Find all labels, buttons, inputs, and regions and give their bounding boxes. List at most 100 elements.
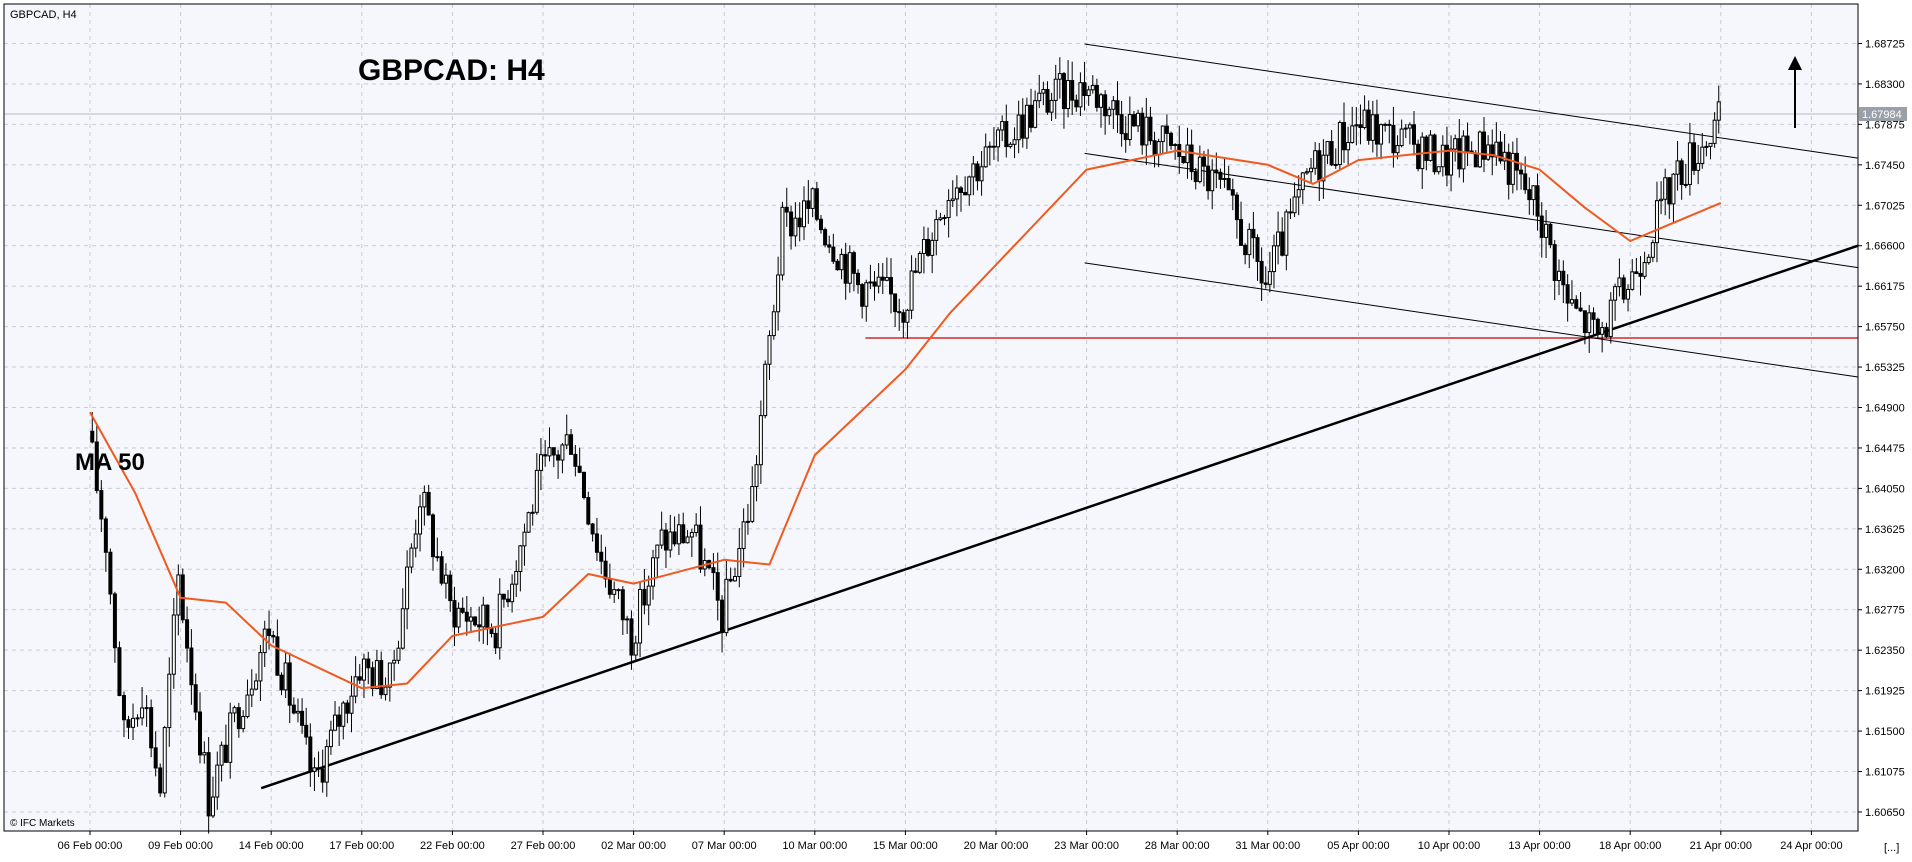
candle — [754, 455, 759, 502]
candle — [140, 687, 145, 726]
candle — [245, 679, 250, 719]
candle — [1148, 106, 1153, 145]
candle — [612, 581, 617, 603]
candle — [694, 513, 699, 537]
candle — [767, 330, 772, 380]
candle — [534, 453, 539, 515]
candle — [827, 235, 832, 254]
candle — [1519, 162, 1524, 190]
candle — [1033, 90, 1038, 129]
candle — [1066, 60, 1071, 118]
candle — [1078, 72, 1083, 117]
candle — [1181, 156, 1186, 164]
candle — [210, 776, 215, 819]
candle — [564, 414, 569, 450]
candle — [1267, 251, 1272, 293]
candle — [1243, 243, 1248, 265]
candle — [715, 552, 720, 621]
candle — [930, 232, 935, 274]
candle — [1621, 274, 1626, 304]
candle — [586, 491, 591, 526]
candle — [971, 155, 976, 196]
candle — [1700, 132, 1705, 169]
x-tick-label: 15 Mar 00:00 — [873, 840, 938, 852]
candle — [750, 466, 755, 524]
candle — [439, 551, 444, 586]
y-tick-label: 1.65750 — [1865, 322, 1905, 334]
candle — [108, 548, 113, 605]
candle — [776, 256, 781, 331]
plot-area[interactable] — [4, 4, 1858, 831]
candle — [1321, 139, 1326, 199]
trend-line — [260, 244, 1859, 790]
candle — [758, 400, 763, 484]
candle — [158, 763, 163, 797]
candle — [797, 202, 802, 242]
candle — [1000, 115, 1005, 142]
candle — [1449, 135, 1454, 192]
candle — [1679, 158, 1684, 200]
y-tick-label: 1.61075 — [1865, 767, 1905, 779]
candle — [689, 528, 694, 557]
candle — [872, 270, 877, 301]
x-tick-label: 13 Apr 00:00 — [1508, 840, 1570, 852]
candle — [1041, 81, 1046, 106]
candle — [1251, 211, 1256, 259]
candle — [1498, 131, 1503, 164]
corner-label[interactable]: [...] — [1884, 842, 1899, 854]
candle — [349, 675, 354, 733]
candle — [1239, 201, 1244, 246]
candle — [1296, 175, 1301, 216]
candle — [1222, 158, 1227, 188]
candle — [625, 615, 630, 634]
candle — [1086, 85, 1091, 106]
candle — [413, 519, 418, 558]
candle — [958, 185, 963, 212]
candle — [728, 567, 733, 583]
candle — [1527, 177, 1532, 215]
candle — [784, 187, 789, 227]
candle — [1029, 88, 1034, 133]
candle — [1234, 192, 1239, 239]
candle — [1230, 178, 1235, 211]
watermark: © IFC Markets — [10, 818, 75, 829]
candle — [616, 588, 621, 600]
candle — [522, 523, 527, 566]
candle — [963, 176, 968, 196]
candle — [1595, 317, 1600, 339]
candle — [806, 180, 811, 224]
candle — [1004, 104, 1009, 158]
candle — [1387, 119, 1392, 144]
candle — [983, 133, 988, 168]
candle — [1131, 110, 1136, 127]
candle — [1366, 100, 1371, 145]
candle — [249, 669, 254, 708]
candle — [1548, 222, 1553, 249]
y-tick-label: 1.64475 — [1865, 443, 1905, 455]
candle — [481, 596, 486, 644]
candle — [405, 550, 410, 630]
candle — [950, 180, 955, 207]
candle — [283, 651, 288, 698]
candle — [1383, 122, 1388, 132]
candle — [577, 447, 582, 474]
candle — [185, 606, 190, 663]
candle — [1099, 92, 1104, 128]
x-tick-label: 27 Feb 00:00 — [511, 840, 576, 852]
candle — [1284, 209, 1289, 271]
x-tick-label: 18 Apr 00:00 — [1599, 840, 1661, 852]
candle — [1111, 95, 1116, 129]
candle — [1399, 119, 1404, 148]
x-tick-label: 23 Mar 00:00 — [1054, 840, 1119, 852]
candle — [1613, 283, 1618, 321]
candle — [468, 606, 473, 633]
candle — [1600, 321, 1605, 353]
candle — [202, 741, 207, 764]
y-tick-label: 1.66175 — [1865, 281, 1905, 293]
y-tick-label: 1.67450 — [1865, 160, 1905, 172]
candle — [1288, 198, 1293, 220]
candle — [1671, 172, 1676, 224]
candle — [685, 530, 690, 544]
